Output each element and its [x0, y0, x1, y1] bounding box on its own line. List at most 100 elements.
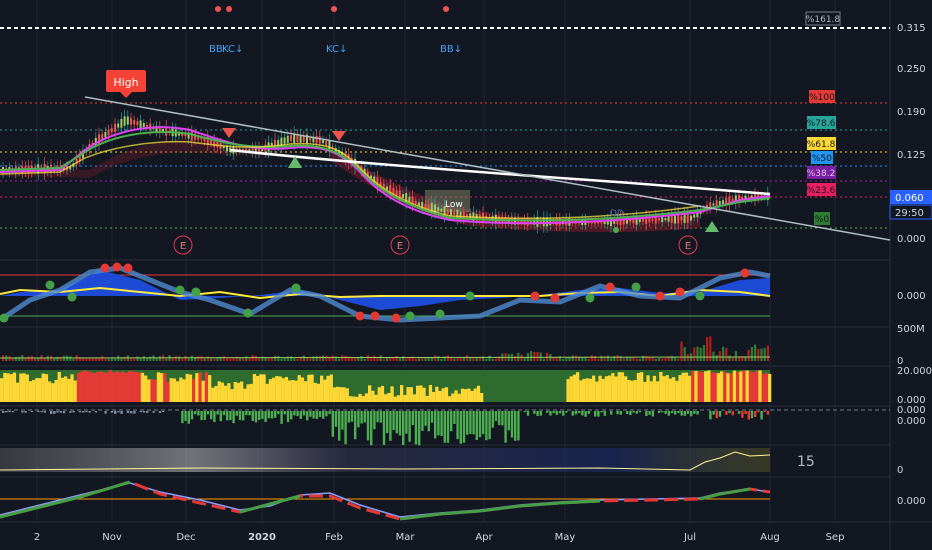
volume-bar: [82, 357, 85, 361]
stack-segment: [409, 387, 413, 402]
volume-bar: [24, 358, 27, 361]
candle-body: [210, 140, 212, 144]
histogram-bar: [584, 411, 587, 417]
price-tick-0125: 0.125: [897, 150, 926, 161]
histogram-bar: [488, 411, 491, 440]
volume-bar: [459, 358, 462, 361]
histogram-bar: [235, 411, 238, 416]
stack-segment: [86, 371, 90, 402]
candle-body: [546, 217, 548, 227]
histogram-bar: [110, 411, 114, 413]
volume-bar: [133, 358, 136, 361]
histogram-bar: [331, 411, 334, 437]
stack-segment: [355, 396, 359, 402]
histogram-bar: [203, 411, 206, 420]
histogram-bar: [718, 411, 722, 417]
stack-segment: [569, 376, 573, 402]
candle-body: [539, 220, 542, 224]
volume-bar: [347, 356, 350, 361]
candle-body: [616, 218, 619, 225]
last-panel-green-1: [0, 480, 131, 519]
volume-bar: [680, 341, 683, 361]
stack-segment: [169, 378, 173, 402]
volume-bar: [466, 355, 469, 361]
stack-segment: [288, 380, 292, 402]
stack-segment: [28, 381, 33, 402]
stack-segment: [252, 374, 257, 402]
stack-segment: [192, 378, 196, 402]
volume-bar: [232, 357, 235, 361]
stack-segment: [438, 390, 442, 402]
last-panel-green-2: [239, 494, 301, 514]
candle-body: [146, 124, 148, 128]
histogram-bar: [338, 411, 341, 441]
volume-bar: [450, 356, 453, 361]
volume-bar: [734, 351, 737, 361]
volume-bar: [357, 357, 360, 361]
earnings-markers[interactable]: E E E: [173, 235, 698, 255]
stacked-indicator: [0, 370, 772, 402]
stack-segment: [691, 371, 695, 402]
candle-body: [382, 183, 385, 189]
volume-bar: [558, 356, 561, 361]
stack-segment: [182, 379, 186, 402]
candle-body: [693, 214, 696, 218]
stack-segment: [185, 373, 189, 402]
stack-segment: [694, 371, 698, 402]
histogram-bar: [517, 411, 520, 441]
candle-body: [453, 211, 456, 215]
volume-bar: [488, 355, 491, 361]
volume-bar: [194, 357, 197, 361]
osc-red-dot: [123, 263, 133, 273]
fib-level-labels: %161.8 %100 %78.6 %61.8 %50 %38.2 %23.6 …: [805, 11, 841, 225]
high-marker[interactable]: High: [106, 70, 146, 98]
stack-segment: [233, 381, 237, 402]
histogram-bar: [296, 411, 299, 417]
volume-bar: [69, 356, 72, 361]
mini-gradient: [0, 448, 770, 472]
volume-bar: [715, 355, 718, 361]
histogram-bar: [453, 411, 456, 425]
time-axis[interactable]: 2 Nov Dec 2020 Feb Mar Apr May Jul Aug S…: [34, 532, 845, 543]
volume-bar: [594, 355, 597, 361]
price-axis[interactable]: 0.315 0.250 0.190 0.125 0.000: [897, 23, 926, 245]
stack-segment: [627, 379, 631, 402]
stack-segment: [748, 371, 753, 402]
stack-segment: [368, 385, 372, 402]
candle-body: [315, 136, 318, 144]
candle-body: [430, 203, 433, 213]
volume-bar: [552, 357, 555, 361]
candle-body: [542, 217, 545, 227]
candle-body: [613, 218, 616, 224]
histogram-bar: [674, 411, 677, 415]
volume-bar: [622, 358, 625, 361]
histogram-bar: [405, 411, 408, 434]
histogram-bar: [309, 411, 312, 417]
stack-segment: [342, 387, 346, 402]
stack-axis-bottom: 0.000: [897, 395, 926, 406]
candle-body: [411, 196, 414, 206]
stack-segment: [643, 381, 647, 402]
candle-body: [318, 136, 321, 144]
histogram-bar: [190, 411, 194, 420]
histogram-bar: [565, 411, 568, 413]
histogram-bar: [446, 411, 450, 443]
candle-body: [526, 218, 529, 226]
candle-body: [197, 135, 200, 140]
volume-bar: [130, 358, 133, 361]
volume-bar: [757, 348, 760, 361]
histogram-bar: [469, 411, 472, 434]
osc-red-dot: [740, 268, 750, 278]
stack-segment: [131, 371, 135, 402]
volume-bar: [245, 356, 248, 361]
volume-bar: [606, 355, 609, 361]
stack-segment: [425, 395, 429, 402]
level-label-786: %78.6: [807, 119, 836, 129]
candle-body: [469, 213, 472, 219]
volume-bar: [699, 347, 702, 361]
histogram-bar: [491, 411, 494, 428]
candle-body: [722, 200, 724, 205]
candle-body: [120, 118, 123, 128]
candle-body: [296, 134, 299, 143]
